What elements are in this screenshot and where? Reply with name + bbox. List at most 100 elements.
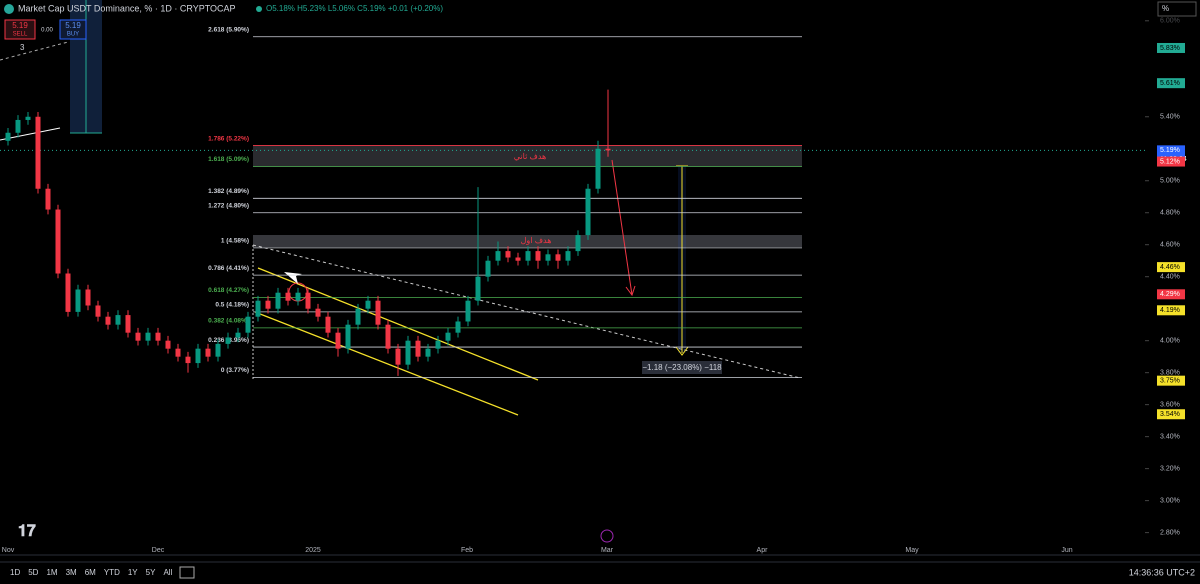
price-tag-label: 3.54% bbox=[1160, 411, 1180, 418]
candle-body bbox=[175, 348, 181, 357]
y-tick-label: 3.60% bbox=[1160, 401, 1180, 408]
candle-body bbox=[385, 324, 391, 349]
symbol: Market Cap USDT Dominance, % · 1D · CRYP… bbox=[18, 3, 236, 13]
spread: 0.00 bbox=[41, 28, 53, 34]
candle-body bbox=[65, 273, 71, 312]
price-tag bbox=[1157, 305, 1185, 316]
candle-body bbox=[35, 116, 41, 189]
candle-body bbox=[115, 315, 121, 325]
candle-body bbox=[165, 340, 171, 349]
y-tick-label: 3.80% bbox=[1160, 370, 1180, 377]
channel-line bbox=[254, 311, 519, 416]
price-tag bbox=[1157, 42, 1185, 53]
range-button[interactable]: 1Y bbox=[128, 568, 138, 577]
price-tag-label: 4.29% bbox=[1160, 291, 1180, 298]
candle-body bbox=[435, 340, 441, 349]
trend-line bbox=[252, 244, 801, 379]
y-tick-label: 3.00% bbox=[1160, 497, 1180, 504]
candle-body bbox=[235, 332, 241, 338]
price-tag-label: 4.46% bbox=[1160, 264, 1180, 271]
candle-body bbox=[595, 148, 601, 189]
candle-body bbox=[85, 289, 91, 306]
candle-body bbox=[125, 315, 131, 333]
price-tag-label: 3.75% bbox=[1160, 378, 1180, 385]
candle-body bbox=[45, 188, 51, 210]
range-button[interactable]: All bbox=[163, 568, 172, 577]
annotation: هدف ثاني bbox=[514, 152, 547, 161]
price-axis bbox=[1145, 0, 1200, 555]
x-tick-label: Nov bbox=[2, 547, 15, 554]
candle-body bbox=[95, 305, 101, 317]
candle-body bbox=[335, 332, 341, 349]
scale-label[interactable]: % bbox=[1162, 4, 1169, 13]
candle-body bbox=[455, 321, 461, 333]
fib-label: 0.618 (4.27%) bbox=[208, 287, 249, 294]
candle-body bbox=[405, 340, 411, 365]
candle-body bbox=[495, 251, 501, 261]
range-button[interactable]: 5Y bbox=[146, 568, 156, 577]
candle-body bbox=[565, 251, 571, 261]
candle-body bbox=[555, 254, 561, 261]
y-tick-label: 4.80% bbox=[1160, 210, 1180, 217]
range-button[interactable]: 1D bbox=[10, 568, 20, 577]
candle-body bbox=[315, 308, 321, 317]
candle-body bbox=[205, 348, 211, 357]
sell-button[interactable] bbox=[4, 19, 36, 40]
fib-label: 0.5 (4.18%) bbox=[215, 302, 249, 309]
candle-body bbox=[145, 332, 151, 341]
candle-body bbox=[225, 337, 231, 344]
candle-body bbox=[15, 119, 21, 133]
y-tick-label: 4.60% bbox=[1160, 242, 1180, 249]
y-tick-label: 2.80% bbox=[1160, 529, 1180, 536]
measure-label: −1.18 (−23.08%) −118 bbox=[642, 363, 722, 372]
measure-head bbox=[675, 346, 689, 356]
range-button[interactable]: 3M bbox=[66, 568, 77, 577]
candle-body bbox=[195, 348, 201, 364]
candle-body bbox=[425, 348, 431, 357]
candle-body bbox=[155, 332, 161, 341]
annotation: هدف اول bbox=[521, 236, 552, 245]
candle-body bbox=[545, 254, 551, 261]
price-tag-label: 4.19% bbox=[1160, 307, 1180, 314]
y-tick-label: 4.00% bbox=[1160, 338, 1180, 345]
range-button[interactable]: 6M bbox=[85, 568, 96, 577]
price-tag bbox=[1157, 409, 1185, 420]
x-tick-label: 2025 bbox=[305, 547, 321, 554]
candle-body bbox=[245, 316, 251, 333]
x-tick-label: May bbox=[905, 547, 919, 554]
candle-body bbox=[585, 188, 591, 236]
zone bbox=[253, 235, 802, 247]
y-tick-label: 5.40% bbox=[1160, 114, 1180, 121]
candle-body bbox=[55, 209, 61, 274]
buy-button[interactable] bbox=[59, 19, 87, 40]
candle-body bbox=[75, 289, 81, 312]
price-tag bbox=[1157, 262, 1185, 273]
scale-button[interactable] bbox=[1157, 1, 1197, 17]
buy-price: 5.19 bbox=[65, 21, 81, 30]
range-button[interactable]: 1M bbox=[46, 568, 57, 577]
range-button[interactable]: YTD bbox=[104, 568, 120, 577]
indicator-count[interactable]: 3 bbox=[20, 43, 25, 52]
fib-label: 0.786 (4.41%) bbox=[208, 265, 249, 272]
candle-body bbox=[345, 324, 351, 349]
fib-label: 1.272 (4.80%) bbox=[208, 202, 249, 209]
range-button[interactable]: 5D bbox=[28, 568, 38, 577]
measure-box bbox=[642, 361, 722, 374]
candle-body bbox=[365, 300, 371, 309]
x-tick-label: Mar bbox=[601, 547, 614, 554]
candle-body bbox=[265, 300, 271, 309]
y-tick-label: 3.40% bbox=[1160, 433, 1180, 440]
y-tick-label: 6.00% bbox=[1160, 18, 1180, 25]
candle-body bbox=[535, 251, 541, 261]
event-icon[interactable] bbox=[600, 529, 614, 543]
symbol-icon bbox=[4, 4, 14, 14]
candle-body bbox=[285, 292, 291, 301]
candle-body bbox=[25, 116, 31, 120]
candle-body bbox=[305, 292, 311, 309]
candle-body bbox=[575, 235, 581, 252]
calendar-icon[interactable] bbox=[179, 566, 195, 579]
price-tag-label: 5.83% bbox=[1160, 45, 1180, 52]
x-tick-label: Feb bbox=[461, 547, 473, 554]
